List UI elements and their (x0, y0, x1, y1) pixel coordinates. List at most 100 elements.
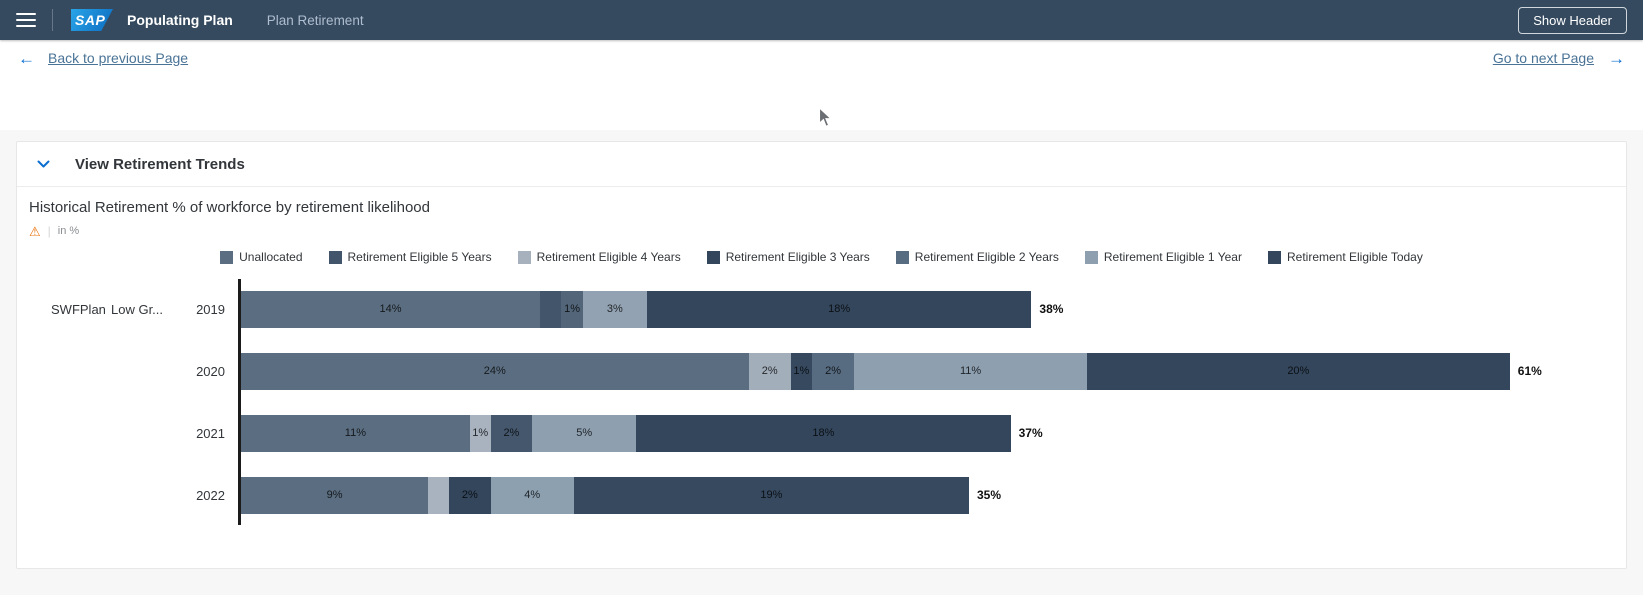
bar-segment[interactable]: 3% (582, 290, 647, 328)
unit-label: in % (57, 225, 80, 237)
legend-item[interactable]: Retirement Eligible 5 Years (328, 249, 492, 265)
bar-segment[interactable]: 2% (449, 476, 491, 514)
go-to-next-page-link[interactable]: Go to next Page (1492, 50, 1594, 66)
legend-item[interactable]: Unallocated (220, 249, 303, 265)
legend-swatch (1084, 250, 1098, 264)
legend-swatch (1267, 250, 1281, 264)
bar-total-label: 35% (977, 488, 1002, 502)
legend-item[interactable]: Retirement Eligible 3 Years (706, 249, 870, 265)
segment-value-label: 18% (812, 427, 835, 439)
bar-total-label: 37% (1018, 426, 1043, 440)
bar-segment[interactable]: 2% (811, 352, 855, 390)
legend-swatch (517, 250, 531, 264)
legend-item[interactable]: Retirement Eligible 2 Years (895, 249, 1059, 265)
legend-label: Unallocated (239, 250, 303, 264)
retirement-trends-panel: View Retirement Trends Historical Retire… (16, 141, 1627, 569)
year-label: 2019 (196, 301, 225, 317)
chart-plot-area: SWFPlan Low Gr... 2019 14% 1% 3% 18% 38% 2020 24%… (29, 278, 1614, 526)
chart-row-2021: 2021 11% 1% 2% 5% 18% 37% (29, 402, 1614, 464)
stacked-bar-2019: 14% 1% 3% 18% (241, 290, 1032, 328)
segment-value-label: 24% (483, 365, 506, 377)
segment-value-label: 4% (524, 489, 541, 501)
segment-value-label: 3% (606, 303, 623, 315)
sap-logo: SAP (71, 9, 113, 31)
row-group-scenario-label: Low Gr... (111, 301, 164, 317)
stacked-bar-2020: 24% 2% 1% 2% 11% 20% (241, 352, 1510, 390)
stacked-bar-2022: 9% 2% 4% 19% (241, 476, 969, 514)
separator: | (47, 224, 51, 238)
legend-item[interactable]: Retirement Eligible 4 Years (517, 249, 681, 265)
segment-value-label: 1% (472, 427, 489, 439)
menu-hamburger-icon[interactable] (16, 13, 36, 27)
bar-segment[interactable]: 11% (854, 352, 1087, 390)
segment-value-label: 1% (564, 303, 581, 315)
page-navigation-row: ← Back to previous Page Go to next Page … (0, 40, 1643, 76)
bar-segment[interactable]: 1% (469, 414, 491, 452)
segment-value-label: 2% (761, 365, 778, 377)
bar-segment[interactable]: 19% (573, 476, 969, 514)
chart-title: Historical Retirement % of workforce by … (29, 199, 430, 216)
year-label: 2020 (196, 363, 225, 379)
segment-value-label: 5% (576, 427, 593, 439)
back-arrow-icon[interactable]: ← (18, 48, 35, 68)
segment-value-label: 2% (825, 365, 842, 377)
legend-label: Retirement Eligible 1 Year (1103, 250, 1242, 264)
year-label: 2021 (196, 425, 225, 441)
bar-segment[interactable] (428, 476, 449, 514)
year-label: 2022 (196, 487, 225, 503)
bar-segment[interactable]: 18% (636, 414, 1011, 452)
shellbar-divider (52, 9, 53, 31)
legend-swatch (220, 250, 234, 264)
y-axis-line (238, 279, 241, 525)
segment-value-label: 14% (379, 303, 402, 315)
stacked-bar-2021: 11% 1% 2% 5% 18% (241, 414, 1011, 452)
legend-swatch (328, 250, 342, 264)
chart-legend: Unallocated Retirement Eligible 5 Years Re… (29, 249, 1614, 265)
segment-value-label: 2% (461, 489, 478, 501)
bar-segment[interactable]: 1% (790, 352, 812, 390)
bar-segment[interactable]: 20% (1086, 352, 1510, 390)
segment-value-label: 2% (503, 427, 520, 439)
chart-row-2020: 2020 24% 2% 1% 2% 11% 20% 61% (29, 340, 1614, 402)
bar-segment[interactable]: 18% (646, 290, 1032, 328)
warning-icon[interactable]: ⚠ (29, 223, 41, 239)
bar-total-label: 38% (1039, 302, 1064, 316)
bar-segment[interactable]: 4% (490, 476, 574, 514)
legend-swatch (706, 250, 720, 264)
legend-label: Retirement Eligible 3 Years (725, 250, 870, 264)
row-group-plan-label: SWFPlan (51, 301, 106, 317)
bar-segment[interactable]: 14% (241, 290, 541, 328)
segment-value-label: 20% (1287, 365, 1310, 377)
segment-value-label: 11% (959, 365, 982, 377)
segment-value-label: 18% (828, 303, 851, 315)
legend-label: Retirement Eligible 4 Years (536, 250, 681, 264)
segment-value-label: 1% (793, 365, 810, 377)
show-header-button[interactable]: Show Header (1518, 6, 1627, 34)
chart-row-2022: 2022 9% 2% 4% 19% 35% (29, 464, 1614, 526)
next-arrow-icon[interactable]: → (1608, 48, 1625, 68)
bar-segment[interactable]: 24% (241, 352, 749, 390)
legend-swatch (895, 250, 909, 264)
segment-value-label: 19% (760, 489, 783, 501)
bar-segment[interactable]: 1% (561, 290, 583, 328)
app-title: Populating Plan (127, 12, 233, 28)
chart-row-2019: SWFPlan Low Gr... 2019 14% 1% 3% 18% 38% (29, 278, 1614, 340)
panel-header[interactable]: View Retirement Trends (17, 142, 1626, 187)
bar-segment[interactable]: 2% (748, 352, 791, 390)
legend-label: Retirement Eligible 2 Years (914, 250, 1059, 264)
legend-label: Retirement Eligible 5 Years (347, 250, 492, 264)
legend-item[interactable]: Retirement Eligible Today (1267, 249, 1423, 265)
back-to-previous-page-link[interactable]: Back to previous Page (48, 50, 189, 66)
bar-total-label: 61% (1517, 364, 1542, 378)
bar-segment[interactable]: 9% (241, 476, 429, 514)
chevron-down-icon[interactable] (37, 160, 59, 169)
segment-value-label: 9% (326, 489, 343, 501)
bar-segment[interactable] (540, 290, 562, 328)
tab-plan-retirement[interactable]: Plan Retirement (266, 12, 364, 28)
bar-segment[interactable]: 11% (241, 414, 470, 452)
legend-label: Retirement Eligible Today (1286, 250, 1423, 264)
bar-segment[interactable]: 5% (532, 414, 637, 452)
legend-item[interactable]: Retirement Eligible 1 Year (1084, 249, 1242, 265)
panel-title: View Retirement Trends (75, 155, 245, 173)
bar-segment[interactable]: 2% (490, 414, 533, 452)
